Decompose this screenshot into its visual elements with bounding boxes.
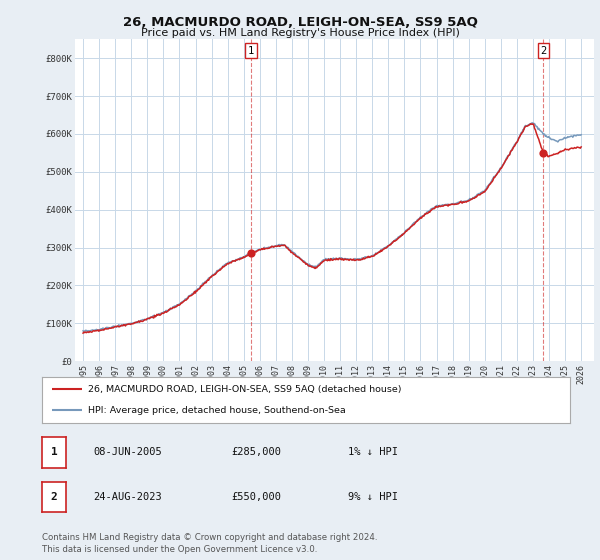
Text: 2: 2 [540,45,547,55]
Text: 2: 2 [50,492,58,502]
Text: 1% ↓ HPI: 1% ↓ HPI [348,447,398,457]
Point [539,148,548,157]
Point [246,249,256,258]
Text: 1: 1 [248,45,254,55]
Text: £285,000: £285,000 [231,447,281,457]
Text: 9% ↓ HPI: 9% ↓ HPI [348,492,398,502]
Text: 26, MACMURDO ROAD, LEIGH-ON-SEA, SS9 5AQ: 26, MACMURDO ROAD, LEIGH-ON-SEA, SS9 5AQ [122,16,478,29]
Text: Price paid vs. HM Land Registry's House Price Index (HPI): Price paid vs. HM Land Registry's House … [140,28,460,38]
Text: HPI: Average price, detached house, Southend-on-Sea: HPI: Average price, detached house, Sout… [88,406,346,415]
Text: 26, MACMURDO ROAD, LEIGH-ON-SEA, SS9 5AQ (detached house): 26, MACMURDO ROAD, LEIGH-ON-SEA, SS9 5AQ… [88,385,402,394]
Text: £550,000: £550,000 [231,492,281,502]
Text: 24-AUG-2023: 24-AUG-2023 [93,492,162,502]
Text: 1: 1 [50,447,58,457]
Text: Contains HM Land Registry data © Crown copyright and database right 2024.
This d: Contains HM Land Registry data © Crown c… [42,533,377,554]
Text: 08-JUN-2005: 08-JUN-2005 [93,447,162,457]
